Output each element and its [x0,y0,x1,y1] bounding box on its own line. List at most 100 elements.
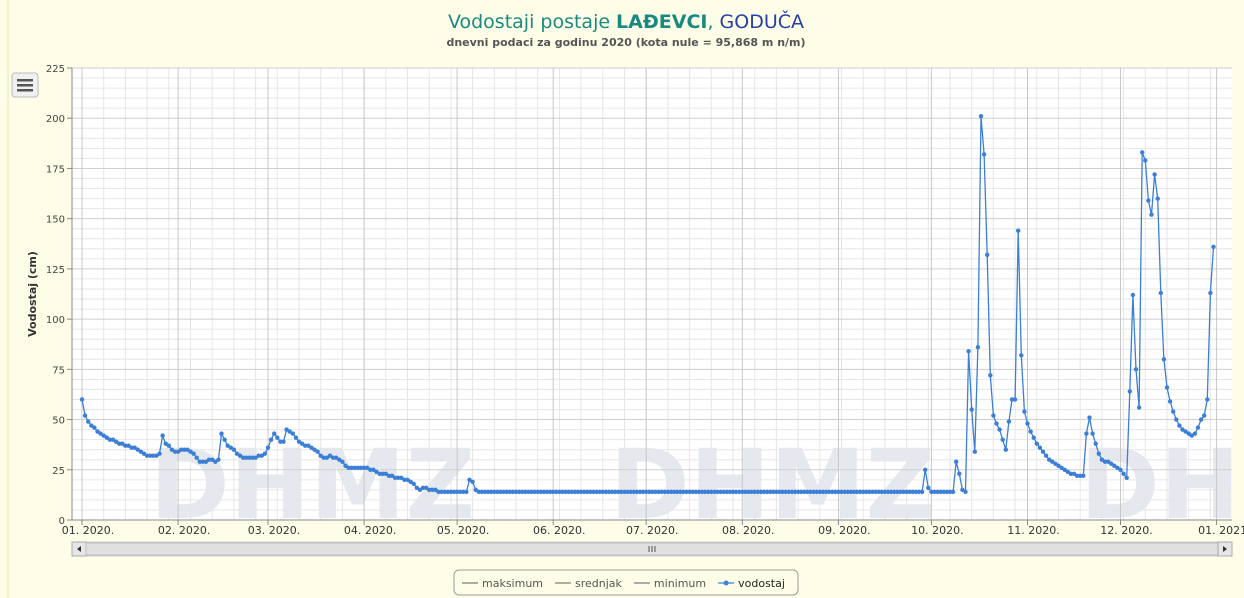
x-tick-label: 10. 2020. [911,524,963,537]
y-tick-label: 150 [46,215,65,226]
data-point [1208,291,1212,295]
x-tick-label: 01. 2020. [62,524,114,537]
data-point [464,490,468,494]
data-point [195,456,199,460]
x-tick-label: 04. 2020. [344,524,396,537]
x-tick-label: 05. 2020. [437,524,489,537]
y-tick-label: 75 [52,365,65,376]
x-tick-label: 06. 2020. [533,524,585,537]
data-point [160,433,164,437]
x-tick-label: 07. 2020. [626,524,678,537]
menu-icon-bar [17,79,33,82]
title-prefix: Vodostaji postaje [448,11,610,33]
legend-label: minimum [654,577,706,590]
x-tick-label: 11. 2020. [1007,524,1059,537]
data-point [191,452,195,456]
menu-icon-bar [17,84,33,87]
y-tick-label: 125 [46,265,65,276]
data-point [1177,423,1181,427]
data-point [281,439,285,443]
data-point [269,437,273,441]
data-point [963,490,967,494]
data-point [92,425,96,429]
chart: DHMZDHMZDHMZ Vodostaji postajeLAĐEVCI,GO… [0,0,1244,598]
chart-title: Vodostaji postaje LAĐEVCI, GODUČA [448,9,804,33]
data-point [1004,447,1008,451]
data-point [263,452,267,456]
data-point [1193,431,1197,435]
data-point [1125,476,1129,480]
title-separator: , [707,11,713,33]
data-point [951,490,955,494]
data-point [920,490,924,494]
data-point [83,413,87,417]
data-point [1202,413,1206,417]
y-tick-label: 50 [52,416,65,427]
data-point [80,397,84,401]
data-point [1118,468,1122,472]
menu-button[interactable] [12,73,38,97]
data-point [470,480,474,484]
data-point [997,427,1001,431]
y-tick-label: 225 [46,64,65,75]
data-point [1087,415,1091,419]
scrollbar[interactable] [72,542,1232,556]
data-point [1196,425,1200,429]
data-point [1097,452,1101,456]
data-point [1171,409,1175,413]
data-point [982,152,986,156]
data-point [1121,472,1125,476]
title-station: LAĐEVCI [616,11,707,33]
data-point [272,431,276,435]
data-point [973,449,977,453]
y-tick-label: 200 [46,114,65,125]
data-point [1038,445,1042,449]
data-point [1205,397,1209,401]
data-point [1140,150,1144,154]
data-point [1162,357,1166,361]
chart-subtitle: dnevni podaci za godinu 2020 (kota nule … [446,36,805,49]
x-tick-label: 09. 2020. [818,524,870,537]
x-tick-label: 03. 2020. [248,524,300,537]
data-point [1146,198,1150,202]
data-point [1044,454,1048,458]
y-axis-label: Vodostaj (cm) [26,251,39,337]
data-point [1001,437,1005,441]
x-tick-label: 01. 2021 [1198,524,1244,537]
data-point [1199,417,1203,421]
data-point [1165,385,1169,389]
data-point [291,431,295,435]
data-point [923,468,927,472]
data-point [1128,389,1132,393]
data-point [970,407,974,411]
page: DHMZDHMZDHMZ Vodostaji postajeLAĐEVCI,GO… [0,0,1244,598]
data-point [1013,397,1017,401]
data-point [222,437,226,441]
data-point [966,349,970,353]
data-point [1174,417,1178,421]
data-point [988,373,992,377]
data-point [157,452,161,456]
data-point [1032,435,1036,439]
data-point [219,431,223,435]
title-river: GODUČA [720,9,804,33]
data-point [86,419,90,423]
data-point [1168,399,1172,403]
data-point [1007,419,1011,423]
x-tick-label: 12. 2020. [1100,524,1152,537]
data-point [340,460,344,464]
data-point [1090,431,1094,435]
data-point [412,482,416,486]
x-tick-label: 08. 2020. [722,524,774,537]
data-point [954,460,958,464]
data-point [976,345,980,349]
data-point [1143,158,1147,162]
data-point [1041,449,1045,453]
data-point [1084,431,1088,435]
legend-label: maksimum [482,577,543,590]
data-point [1016,229,1020,233]
data-point [926,486,930,490]
data-point [1134,367,1138,371]
data-point [979,114,983,118]
data-point [1028,429,1032,433]
